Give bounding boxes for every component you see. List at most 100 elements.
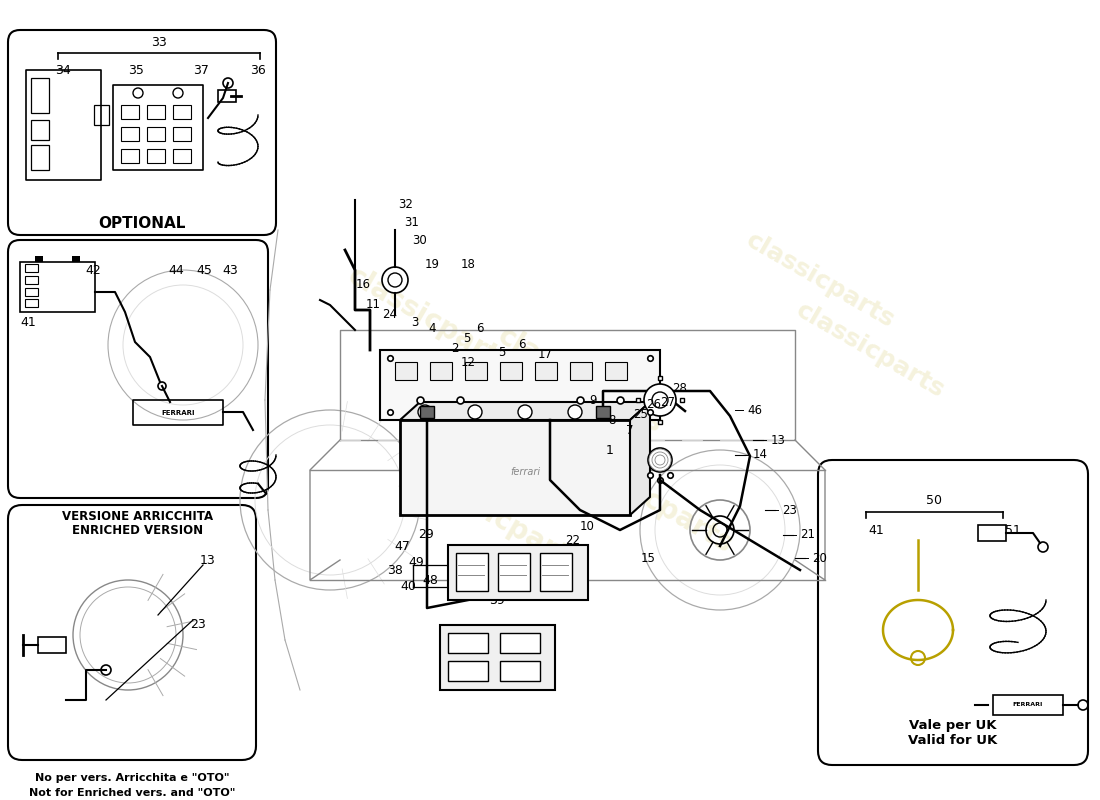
Bar	[596, 406, 611, 418]
Text: 33: 33	[151, 37, 167, 50]
Text: classicparts: classicparts	[412, 462, 587, 578]
Bar	[218, 90, 236, 102]
Text: 2: 2	[451, 342, 459, 354]
Text: 36: 36	[250, 65, 266, 78]
Text: 23: 23	[190, 618, 206, 631]
Bar	[400, 420, 630, 515]
Text: 6: 6	[476, 322, 484, 334]
Bar	[173, 105, 191, 119]
Text: 23: 23	[782, 503, 797, 517]
Text: 3: 3	[411, 315, 419, 329]
Text: 32: 32	[398, 198, 414, 211]
Text: 11: 11	[365, 298, 381, 311]
Circle shape	[382, 267, 408, 293]
Text: 20: 20	[813, 551, 827, 565]
Text: 7: 7	[626, 423, 634, 437]
Text: No per vers. Arricchita e "OTO": No per vers. Arricchita e "OTO"	[35, 773, 229, 783]
Bar	[25, 264, 39, 272]
Text: 35: 35	[128, 65, 144, 78]
Text: 15: 15	[640, 551, 656, 565]
Bar	[448, 661, 488, 681]
Bar	[500, 633, 540, 653]
Text: 26: 26	[647, 398, 661, 410]
Text: 13: 13	[200, 554, 216, 566]
Bar	[535, 362, 557, 380]
Text: classicparts: classicparts	[741, 228, 899, 332]
Bar	[173, 127, 191, 141]
Text: Not for Enriched vers. and "OTO": Not for Enriched vers. and "OTO"	[29, 788, 235, 798]
Bar	[500, 661, 540, 681]
Bar	[500, 362, 522, 380]
Text: 48: 48	[422, 574, 438, 586]
Text: 12: 12	[461, 355, 475, 369]
Circle shape	[518, 405, 532, 419]
Text: 41: 41	[20, 315, 36, 329]
Text: VERSIONE ARRICCHITA: VERSIONE ARRICCHITA	[63, 510, 213, 522]
Text: ENRICHED VERSION: ENRICHED VERSION	[73, 525, 204, 538]
Text: 38: 38	[387, 563, 403, 577]
Text: 19: 19	[425, 258, 440, 271]
Text: 50: 50	[926, 494, 942, 506]
Text: 40: 40	[400, 581, 416, 594]
Bar	[395, 362, 417, 380]
Bar	[121, 105, 139, 119]
Bar	[173, 149, 191, 163]
Bar	[25, 288, 39, 296]
Bar	[440, 625, 556, 690]
Text: 25: 25	[634, 409, 648, 422]
Text: 5: 5	[463, 331, 471, 345]
Text: 51: 51	[1005, 523, 1021, 537]
Text: 47: 47	[394, 541, 410, 554]
Bar	[498, 553, 530, 591]
Text: 43: 43	[222, 263, 238, 277]
Text: FERRARI: FERRARI	[162, 410, 195, 416]
Bar	[540, 553, 572, 591]
Text: Vale per UK: Vale per UK	[910, 718, 997, 731]
Text: classicparts: classicparts	[342, 262, 518, 378]
Bar	[465, 362, 487, 380]
FancyBboxPatch shape	[8, 240, 268, 498]
Text: 41: 41	[868, 523, 884, 537]
Text: 31: 31	[405, 215, 419, 229]
Text: 10: 10	[580, 521, 594, 534]
Bar	[448, 545, 588, 600]
Bar	[94, 105, 109, 125]
Bar	[31, 78, 50, 113]
Circle shape	[418, 405, 432, 419]
Bar	[35, 256, 43, 262]
Text: 24: 24	[383, 309, 397, 322]
Bar	[456, 553, 488, 591]
Text: 27: 27	[660, 395, 675, 409]
Bar	[147, 127, 165, 141]
Bar	[978, 525, 1006, 541]
Text: classicparts: classicparts	[562, 442, 738, 558]
Text: 13: 13	[771, 434, 785, 446]
Text: 39: 39	[490, 594, 505, 606]
Text: 42: 42	[85, 263, 101, 277]
Text: 1: 1	[606, 443, 614, 457]
Bar	[72, 256, 80, 262]
Circle shape	[648, 448, 672, 472]
Bar	[31, 120, 50, 140]
Bar	[25, 276, 39, 284]
Text: 29: 29	[418, 529, 433, 542]
Polygon shape	[400, 402, 650, 420]
Text: 9: 9	[590, 394, 596, 406]
Bar	[25, 299, 39, 307]
Text: 37: 37	[194, 65, 209, 78]
Bar	[448, 633, 488, 653]
Text: 18: 18	[461, 258, 475, 271]
Circle shape	[644, 384, 676, 416]
Text: Valid for UK: Valid for UK	[909, 734, 998, 746]
Bar	[20, 262, 95, 312]
Bar	[39, 637, 66, 653]
Bar	[605, 362, 627, 380]
Bar	[993, 695, 1063, 715]
Bar	[420, 406, 434, 418]
Text: 45: 45	[196, 263, 212, 277]
Bar	[147, 105, 165, 119]
Bar	[570, 362, 592, 380]
Text: 17: 17	[538, 349, 552, 362]
Circle shape	[568, 405, 582, 419]
FancyBboxPatch shape	[8, 505, 256, 760]
